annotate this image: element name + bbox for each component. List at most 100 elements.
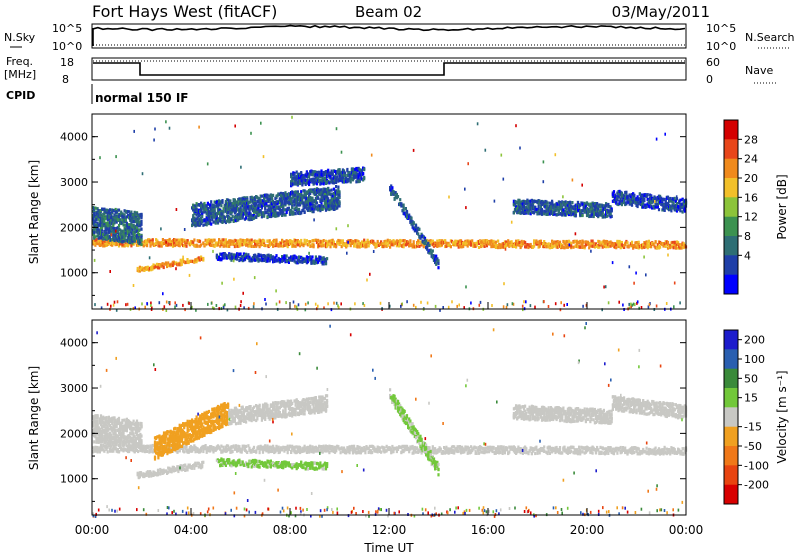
data-cell (436, 242, 439, 246)
data-cell (317, 238, 320, 242)
data-cell (562, 208, 565, 212)
data-cell (99, 213, 103, 217)
data-cell (527, 245, 530, 250)
data-cell (282, 258, 285, 262)
data-cell (277, 242, 280, 246)
data-cell (112, 241, 115, 245)
data-cell (431, 254, 434, 258)
data-cell (664, 244, 667, 248)
data-cell (318, 204, 321, 208)
data-cell (101, 228, 104, 232)
data-cell (268, 259, 271, 263)
data-cell (205, 218, 208, 222)
data-cell (431, 256, 434, 260)
data-cell (497, 245, 500, 250)
data-cell (579, 245, 582, 249)
data-cell (219, 210, 222, 214)
data-cell (228, 202, 231, 206)
data-cell (209, 205, 212, 209)
data-cell (602, 244, 605, 249)
noise-cell (566, 303, 568, 306)
data-cell (131, 218, 134, 222)
data-cell (257, 203, 260, 208)
data-cell (327, 192, 330, 196)
data-cell (265, 202, 268, 206)
data-cell (579, 203, 582, 207)
data-cell (602, 239, 605, 243)
data-cell (574, 205, 577, 209)
noise-cell (458, 303, 460, 307)
data-cell (196, 239, 199, 243)
data-cell (281, 202, 284, 206)
data-cell (97, 224, 100, 228)
data-cell (173, 261, 177, 266)
data-cell (675, 202, 679, 206)
data-cell (315, 182, 319, 186)
noise-cell (174, 301, 176, 305)
data-cell (94, 206, 97, 210)
noise-cell (529, 304, 532, 308)
data-cell (282, 206, 285, 210)
data-cell (114, 234, 117, 238)
data-cell (117, 208, 121, 212)
data-cell (255, 243, 258, 247)
data-cell (209, 203, 212, 207)
noise-cell (316, 173, 318, 177)
data-cell (205, 221, 208, 225)
data-cell (430, 251, 433, 256)
data-cell (647, 239, 650, 243)
data-cell (547, 242, 550, 246)
data-cell (326, 195, 329, 199)
data-cell (196, 209, 199, 213)
data-cell (273, 207, 276, 211)
nave-tick-low: 0 (706, 73, 713, 86)
frequency-panel: Freq. [MHz] 18 8 60 0 Nave (4, 55, 776, 86)
data-cell (242, 208, 245, 212)
data-cell (391, 186, 394, 190)
data-cell (574, 207, 577, 211)
data-cell (619, 246, 622, 250)
data-cell (237, 213, 240, 217)
data-cell (170, 262, 173, 266)
data-cell (620, 203, 623, 207)
data-cell (605, 203, 608, 207)
data-cell (164, 261, 168, 265)
data-cell (526, 202, 529, 206)
data-cell (540, 210, 544, 214)
data-cell (304, 173, 307, 177)
data-cell (599, 241, 602, 245)
data-cell (422, 235, 425, 239)
data-cell (129, 236, 132, 240)
data-cell (458, 242, 461, 246)
data-cell (237, 244, 240, 248)
data-cell (241, 200, 244, 205)
data-cell (95, 238, 98, 242)
noise-cell (582, 304, 584, 308)
data-cell (438, 239, 441, 243)
data-cell (93, 211, 96, 215)
noise-cell (534, 305, 536, 309)
data-cell (605, 212, 608, 216)
data-cell (274, 209, 277, 213)
noise-cell (543, 300, 545, 304)
data-cell (200, 255, 203, 259)
data-cell (259, 243, 262, 247)
data-cell (206, 201, 209, 205)
data-cell (588, 210, 591, 214)
data-cell (520, 242, 523, 246)
data-cell (453, 241, 456, 245)
data-cell (241, 213, 244, 218)
data-cell (250, 195, 253, 199)
data-cell (119, 218, 122, 222)
data-cell (399, 202, 402, 206)
data-cell (97, 231, 100, 235)
data-cell (215, 241, 218, 245)
data-cell (309, 244, 312, 248)
data-cell (246, 211, 249, 215)
data-cell (345, 177, 348, 181)
data-cell (249, 198, 252, 202)
data-cell (336, 200, 339, 204)
data-cell (500, 245, 503, 249)
data-cell (660, 241, 663, 245)
data-cell (243, 239, 247, 243)
